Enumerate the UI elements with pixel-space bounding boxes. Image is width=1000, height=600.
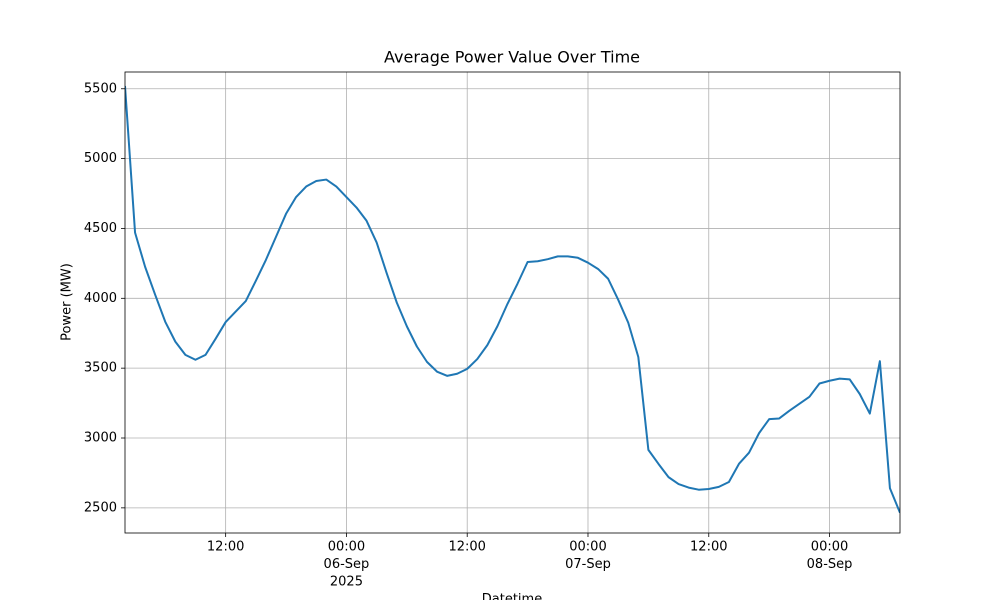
data-line <box>125 85 900 514</box>
x-tick-label: 12:00 <box>690 540 727 555</box>
y-tick-label: 5500 <box>84 81 117 96</box>
plot-frame <box>124 71 901 534</box>
x-tick-label: 07-Sep <box>565 557 611 572</box>
x-tick-label: 06-Sep <box>324 557 370 572</box>
x-tick-label: 00:00 <box>811 540 848 555</box>
y-tick-label: 2500 <box>84 500 117 515</box>
x-tick-label: 08-Sep <box>807 557 853 572</box>
y-axis-label: Power (MW) <box>60 263 75 341</box>
y-tick-label: 4500 <box>84 221 117 236</box>
x-tick-label: 12:00 <box>448 540 485 555</box>
chart-title: Average Power Value Over Time <box>384 48 640 67</box>
y-tick-label: 4000 <box>84 291 117 306</box>
x-axis-label: Datetime <box>482 592 542 600</box>
y-tick-label: 5000 <box>84 151 117 166</box>
x-tick-label: 12:00 <box>207 540 244 555</box>
x-tick-label: 00:00 <box>569 540 606 555</box>
y-tick-label: 3500 <box>84 361 117 376</box>
x-tick-label: 00:00 <box>328 540 365 555</box>
x-tick-label: 2025 <box>330 575 363 590</box>
y-tick-label: 3000 <box>84 431 117 446</box>
